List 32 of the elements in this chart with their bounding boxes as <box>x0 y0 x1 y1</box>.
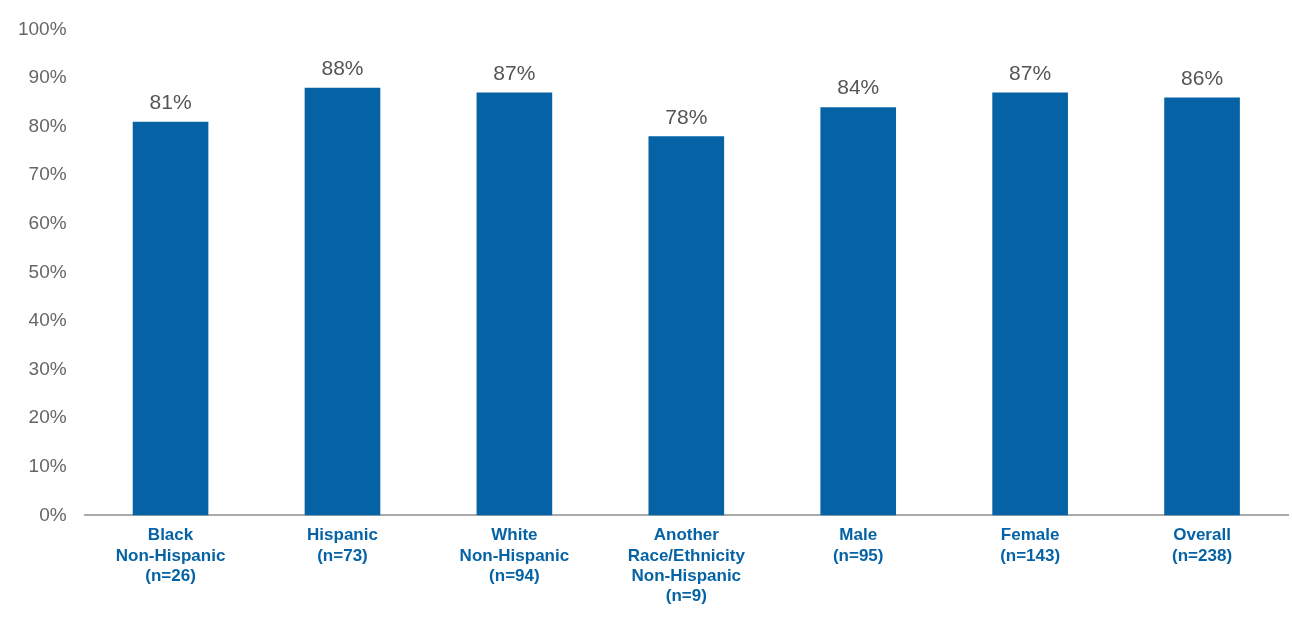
x-tick-label: Black Non-Hispanic (n=26) <box>115 525 226 586</box>
y-tick-label: 100% <box>17 17 67 39</box>
y-tick-label: 70% <box>28 163 67 185</box>
y-tick-label: 20% <box>28 406 67 428</box>
data-label: 78% <box>665 104 708 128</box>
x-tick-label: White Non-Hispanic (n=94) <box>459 525 570 586</box>
bar <box>304 87 381 516</box>
y-tick-label: 60% <box>28 212 67 234</box>
y-tick-label: 90% <box>28 66 67 88</box>
bar <box>476 92 553 516</box>
data-label: 88% <box>321 56 364 80</box>
x-tick-label: Female (n=143) <box>1000 525 1061 565</box>
bar <box>820 107 897 516</box>
data-label: 87% <box>1009 60 1052 84</box>
bar <box>992 92 1068 516</box>
x-tick-label: Hispanic (n=73) <box>307 525 378 565</box>
bar <box>648 136 725 516</box>
x-tick-label: Overall (n=238) <box>1172 525 1233 565</box>
y-tick-label: 50% <box>28 260 67 282</box>
bar <box>132 121 209 516</box>
y-tick-label: 0% <box>39 503 67 525</box>
x-tick-label: Another Race/Ethnicity Non-Hispanic (n=9) <box>627 525 746 606</box>
y-tick-label: 40% <box>28 309 67 331</box>
y-tick-label: 10% <box>28 455 67 477</box>
data-label: 81% <box>149 90 192 114</box>
data-label: 84% <box>837 75 880 99</box>
data-label: 86% <box>1181 65 1224 89</box>
x-tick-label: Male (n=95) <box>832 525 884 565</box>
data-label: 87% <box>493 60 536 84</box>
y-tick-label: 80% <box>28 114 67 136</box>
bar <box>1164 97 1240 516</box>
y-tick-label: 30% <box>28 357 67 379</box>
